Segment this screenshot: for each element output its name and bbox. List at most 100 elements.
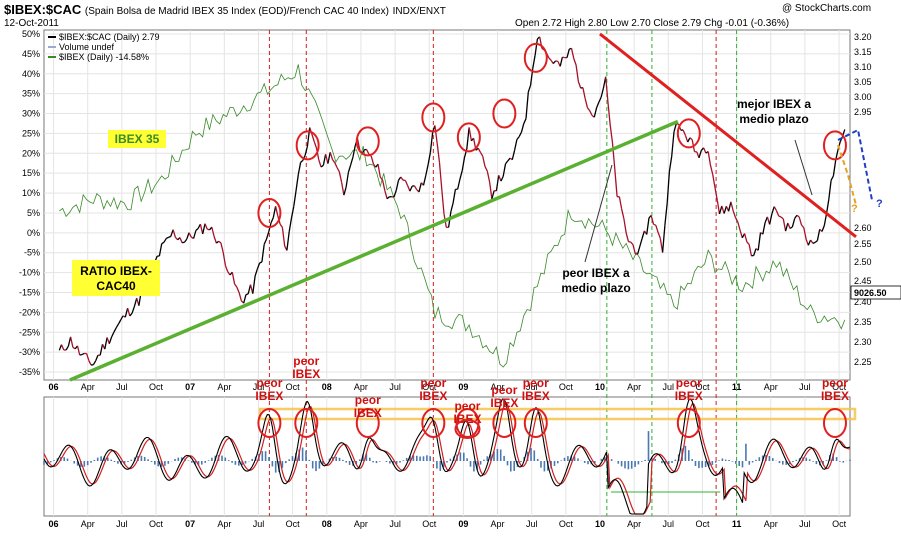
series-ratio-segment (650, 215, 655, 225)
ratio-label: RATIO IBEX-CAC40 (72, 260, 160, 296)
x-tick-label: Jul (389, 519, 401, 529)
y-tick-label: -10% (19, 268, 40, 278)
x-tick-label: Jul (253, 382, 265, 392)
peak-circle (257, 197, 282, 228)
series-ratio-segment (395, 180, 400, 191)
series-ratio-segment (830, 175, 834, 181)
series-ratio-segment (484, 166, 488, 172)
x-tick-label: Oct (149, 519, 164, 529)
series-ratio-segment (614, 169, 618, 197)
x-tick-label: 07 (185, 382, 195, 392)
x-tick-label: Apr (217, 519, 231, 529)
series-ratio-segment (188, 232, 192, 238)
series-ratio-segment (329, 152, 334, 160)
chart-exchange: INDX/ENXT (392, 6, 446, 17)
series-ratio-segment (166, 236, 169, 239)
y-tick-label: 45% (22, 49, 40, 59)
x-tick-label: Apr (354, 382, 368, 392)
series-ratio-segment (586, 107, 591, 112)
series-ratio-segment (707, 151, 712, 166)
series-ratio-segment (313, 141, 318, 149)
x-tick-label: Oct (832, 519, 847, 529)
peor-ibex-label: peor IBEX (292, 354, 320, 381)
series-ratio-segment (438, 162, 443, 190)
oscillator-peak-circle (676, 408, 701, 438)
y-tick-label: 10% (22, 188, 40, 198)
x-tick-label: 10 (595, 519, 605, 529)
series-ratio-segment (352, 145, 356, 158)
peor-ibex-label: peor IBEX (490, 383, 518, 410)
series-ratio-segment (379, 176, 384, 181)
series-ratio-segment (618, 196, 623, 209)
series-ratio-segment (668, 156, 673, 172)
series-ratio-segment (504, 160, 509, 165)
series-ratio-segment (562, 56, 565, 59)
peak-circle (676, 118, 701, 149)
series-ratio-segment (304, 146, 309, 156)
series-ratio-segment (126, 307, 131, 317)
right-tick-label: 2.50 (854, 257, 872, 267)
series-ratio-segment (746, 241, 750, 245)
right-tick-label: 3.05 (854, 77, 872, 87)
series-ratio-segment (133, 298, 138, 307)
y-tick-label: 15% (22, 168, 40, 178)
series-ratio-segment (636, 246, 641, 255)
series-ratio-segment (573, 58, 577, 66)
right-tick-label: 2.55 (854, 239, 872, 249)
series-ratio-segment (222, 252, 227, 266)
series-ratio-segment (500, 176, 504, 182)
series-ratio-segment (340, 182, 345, 196)
series-ratio-segment (338, 171, 343, 183)
series-ratio-segment (206, 228, 210, 231)
ibex35-label-text: IBEX 35 (115, 132, 160, 146)
series-ratio-segment (825, 199, 830, 215)
series-ratio-segment (265, 231, 270, 240)
series-ratio-segment (243, 294, 247, 304)
right-tick-label: 3.10 (854, 62, 872, 72)
x-tick-label: Oct (422, 519, 437, 529)
series-ratio-segment (796, 214, 800, 218)
mejor-ibex-annotation: mejor IBEX a medio plazo (737, 97, 811, 126)
series-ratio-segment (370, 155, 375, 165)
peak-circle (295, 130, 320, 161)
series-ratio-segment (163, 238, 167, 243)
series-ratio-segment (336, 167, 340, 173)
series-ratio-segment (653, 223, 657, 226)
series-ratio-segment (768, 213, 773, 225)
series-ratio-segment (620, 208, 625, 219)
series-ratio-segment (213, 236, 218, 244)
series-ratio-segment (459, 170, 463, 180)
right-tick-label: 2.40 (854, 297, 872, 307)
series-ratio-segment (623, 218, 627, 234)
x-tick-label: Apr (491, 519, 505, 529)
series-ratio-segment (757, 232, 762, 251)
series-ratio-segment (381, 179, 386, 191)
series-ratio-segment (488, 181, 493, 200)
series-ratio-segment (288, 217, 293, 232)
series-ratio-segment (630, 241, 634, 246)
series-ratio-segment (384, 190, 388, 199)
mejor-ibex-arrow (794, 139, 813, 196)
series-ratio-segment (641, 230, 646, 239)
series-ratio-segment (730, 201, 734, 212)
oscillator-line (43, 398, 851, 515)
series-ratio-segment (331, 159, 336, 164)
series-ratio-segment (343, 187, 347, 196)
series-ratio-segment (589, 110, 593, 116)
y-tick-label: -35% (19, 367, 40, 377)
series-ratio-segment (192, 230, 197, 239)
series-ratio-segment (452, 189, 457, 204)
series-ratio-segment (429, 131, 434, 153)
x-tick-label: Oct (149, 382, 164, 392)
series-ratio-segment (495, 175, 500, 191)
series-ratio-segment (712, 174, 716, 188)
peak-circle (355, 126, 380, 157)
series-ratio-segment (555, 60, 559, 63)
series-ratio-segment (67, 336, 72, 347)
series-ratio-segment (698, 150, 702, 158)
series-ratio-segment (646, 217, 650, 235)
peor-ibex-label: peor IBEX (522, 376, 550, 403)
price-label-text: 9026.50 (854, 288, 887, 298)
peak-circle (421, 102, 446, 133)
peor-ibex-label: peor IBEX (821, 376, 849, 403)
